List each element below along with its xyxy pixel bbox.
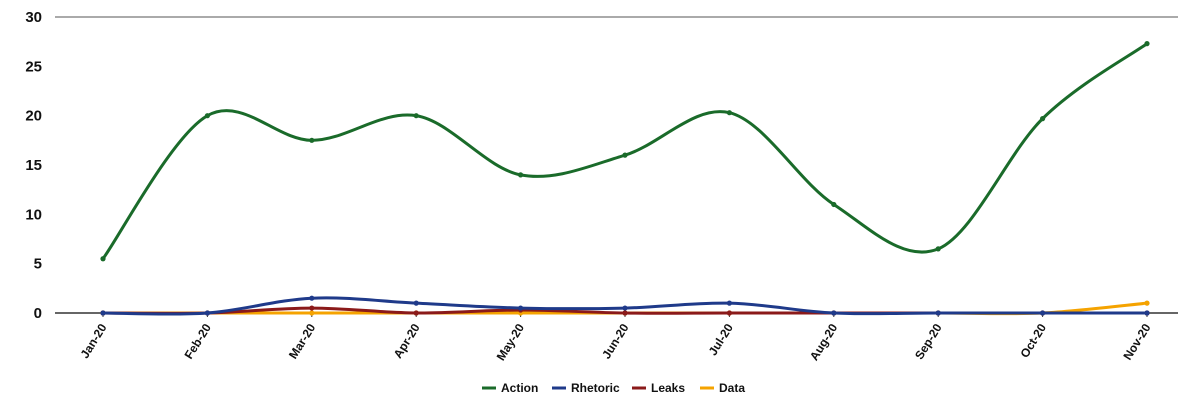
data-point-rhetoric xyxy=(100,310,106,316)
x-tick-label: Mar-20 xyxy=(286,321,319,362)
data-point-action xyxy=(413,113,419,119)
data-point-rhetoric xyxy=(831,310,837,316)
data-point-leaks xyxy=(413,310,419,316)
data-point-action xyxy=(1144,41,1150,47)
legend-label: Data xyxy=(719,381,745,395)
data-point-rhetoric xyxy=(935,310,941,316)
data-point-leaks xyxy=(726,310,733,316)
x-tick-label: May-20 xyxy=(494,321,528,363)
y-tick-label: 15 xyxy=(25,157,42,174)
data-point-action xyxy=(309,137,315,143)
data-point-action xyxy=(518,172,524,178)
data-point-action xyxy=(100,256,106,262)
legend-label: Action xyxy=(501,381,538,395)
data-point-action xyxy=(935,246,941,252)
data-point-leaks xyxy=(622,310,628,316)
legend-item-action: Action xyxy=(482,381,538,395)
data-point-action xyxy=(831,201,837,208)
data-point-data xyxy=(1144,300,1150,306)
legend-item-leaks: Leaks xyxy=(632,381,685,395)
legend-item-data: Data xyxy=(700,381,745,395)
y-tick-label: 30 xyxy=(25,9,42,26)
x-tick-label: Jan-20 xyxy=(78,321,110,361)
x-tick-label: Aug-20 xyxy=(807,321,841,363)
series-action xyxy=(100,41,1150,262)
legend-label: Leaks xyxy=(651,381,685,395)
legend-item-rhetoric: Rhetoric xyxy=(552,381,620,395)
y-tick-label: 25 xyxy=(25,58,42,75)
data-point-data xyxy=(309,310,315,316)
data-point-rhetoric xyxy=(413,300,419,306)
data-point-rhetoric xyxy=(1040,310,1046,316)
data-point-rhetoric xyxy=(204,310,210,316)
y-tick-label: 20 xyxy=(25,108,42,125)
series-rhetoric xyxy=(100,295,1150,316)
x-tick-label: Sep-20 xyxy=(912,321,945,362)
x-tick-label: Oct-20 xyxy=(1017,321,1049,360)
data-point-action xyxy=(726,110,733,116)
x-tick-label: Jun-20 xyxy=(599,321,632,361)
data-point-action xyxy=(204,113,210,119)
x-tick-label: Jul-20 xyxy=(706,321,736,358)
x-tick-label: Nov-20 xyxy=(1120,321,1153,363)
x-tick-label: Apr-20 xyxy=(391,321,423,361)
data-point-action xyxy=(622,152,628,158)
data-point-rhetoric xyxy=(622,305,628,311)
y-tick-label: 10 xyxy=(25,206,42,223)
data-point-rhetoric xyxy=(1144,310,1150,316)
data-point-rhetoric xyxy=(309,295,315,301)
series-line-action xyxy=(101,42,1149,261)
legend-label: Rhetoric xyxy=(571,381,620,395)
x-tick-label: Feb-20 xyxy=(182,321,215,361)
data-point-rhetoric xyxy=(726,300,733,306)
y-tick-label: 5 xyxy=(34,256,42,273)
y-tick-label: 0 xyxy=(34,305,42,322)
data-point-action xyxy=(1040,116,1046,122)
data-point-rhetoric xyxy=(518,305,524,311)
data-point-leaks xyxy=(309,305,315,311)
